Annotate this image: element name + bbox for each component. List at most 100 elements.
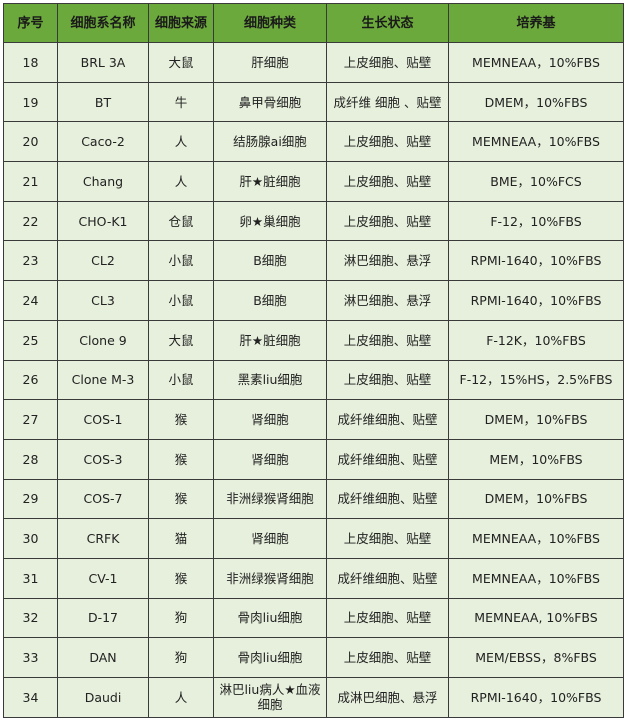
cell-cell-type: 肝★脏细胞 — [213, 161, 327, 202]
cell-growth-state: 上皮细胞、贴壁 — [326, 518, 449, 559]
cell-culture-medium: RPMI-1640，10%FBS — [448, 240, 624, 282]
table-row: 19 BT 牛鼻甲骨细胞 成纤维 细胞 、贴壁 DMEM，10%FBS — [3, 81, 624, 123]
cell-index: 26 — [3, 359, 58, 401]
cell-growth-state: 上皮细胞、贴壁 — [326, 359, 449, 401]
cell-cell-source: 人 — [148, 677, 214, 718]
cell-cell-line-name: CV-1 — [57, 557, 149, 599]
cell-index: 33 — [3, 637, 58, 678]
cell-growth-state: 上皮细胞、贴壁 — [326, 161, 449, 202]
cell-cell-source: 猴 — [148, 478, 214, 520]
cell-cell-type: 肾细胞 — [213, 518, 327, 559]
cell-cell-line-name: D-17 — [57, 597, 149, 639]
cell-index: 19 — [3, 81, 58, 123]
cell-culture-medium: F-12，15%HS，2.5%FBS — [448, 359, 624, 401]
cell-cell-source: 小鼠 — [148, 280, 214, 321]
column-header-culture-medium: 培养基 — [448, 3, 624, 43]
cell-cell-line-name: CL3 — [57, 280, 149, 321]
table-row: 24 CL3 小鼠 B细胞 淋巴细胞、悬浮 RPMI-1640，10%FBS — [3, 280, 624, 321]
cell-cell-type: 鼻甲骨细胞 — [213, 81, 327, 123]
cell-culture-medium: MEMNEAA，10%FBS — [448, 42, 624, 83]
cell-growth-state: 上皮细胞、贴壁 — [326, 121, 449, 163]
cell-growth-state: 上皮细胞、贴壁 — [326, 42, 449, 83]
cell-culture-medium: MEMNEAA，10%FBS — [448, 557, 624, 599]
cell-culture-medium: DMEM，10%FBS — [448, 81, 624, 123]
cell-culture-medium: BME，10%FCS — [448, 161, 624, 202]
cell-cell-line-name: CL2 — [57, 240, 149, 282]
table-row: 20 Caco-2 人结肠腺ai细胞 上皮细胞、贴壁 MEMNEAA，10%FBS — [3, 121, 624, 163]
cell-growth-state: 成纤维细胞、贴壁 — [326, 438, 449, 480]
cell-cell-type: B细胞 — [213, 280, 327, 321]
column-header-cell-type: 细胞种类 — [213, 3, 327, 43]
cell-culture-medium: MEM，10%FBS — [448, 438, 624, 480]
cell-index: 22 — [3, 200, 58, 242]
cell-index: 29 — [3, 478, 58, 520]
table-row: 29 COS-7 猴非洲绿猴肾细胞 成纤维细胞、贴壁 DMEM，10%FBS — [3, 478, 624, 520]
cell-cell-line-name: COS-3 — [57, 438, 149, 480]
cell-growth-state: 淋巴细胞、悬浮 — [326, 280, 449, 321]
table-row: 34 Daudi 人淋巴liu病人★血液细胞 成淋巴细胞、悬浮 RPMI-1640，10… — [3, 677, 624, 718]
cell-cell-type: 卵★巢细胞 — [213, 200, 327, 242]
cell-cell-source: 猴 — [148, 438, 214, 480]
table-row: 31 CV-1 猴非洲绿猴肾细胞 成纤维细胞、贴壁 MEMNEAA，10%FBS — [3, 557, 624, 599]
cell-growth-state: 成纤维细胞、贴壁 — [326, 557, 449, 599]
cell-cell-type: 骨肉liu细胞 — [213, 637, 327, 678]
table-row: 33 DAN 狗骨肉liu细胞 上皮细胞、贴壁 MEM/EBSS，8%FBS — [3, 637, 624, 678]
cell-index: 30 — [3, 518, 58, 559]
cell-cell-source: 人 — [148, 121, 214, 163]
cell-cell-line-name: CHO-K1 — [57, 200, 149, 242]
cell-cell-line-name: DAN — [57, 637, 149, 678]
cell-cell-source: 小鼠 — [148, 240, 214, 282]
table-row: 30 CRFK 猫肾细胞 上皮细胞、贴壁 MEMNEAA，10%FBS — [3, 518, 624, 559]
cell-cell-source: 猫 — [148, 518, 214, 559]
cell-culture-medium: F-12K，10%FBS — [448, 319, 624, 361]
cell-culture-medium: RPMI-1640，10%FBS — [448, 280, 624, 321]
table-row: 22 CHO-K1 仓鼠 卵★巢细胞 上皮细胞、贴壁 F-12，10%FBS — [3, 200, 624, 242]
cell-cell-source: 牛 — [148, 81, 214, 123]
cell-culture-medium: DMEM，10%FBS — [448, 399, 624, 440]
cell-cell-type: 非洲绿猴肾细胞 — [213, 557, 327, 599]
column-header-cell-line-name: 细胞系名称 — [57, 3, 149, 43]
cell-index: 24 — [3, 280, 58, 321]
cell-growth-state: 上皮细胞、贴壁 — [326, 319, 449, 361]
table-row: 21 Chang 人肝★脏细胞 上皮细胞、贴壁 BME，10%FCS — [3, 161, 624, 202]
cell-cell-type: 肝细胞 — [213, 42, 327, 83]
cell-cell-source: 狗 — [148, 637, 214, 678]
cell-index: 23 — [3, 240, 58, 282]
cell-cell-type: 肾细胞 — [213, 399, 327, 440]
cell-culture-medium: MEMNEAA，10%FBS — [448, 121, 624, 163]
cell-culture-medium: MEMNEAA，10%FBS — [448, 518, 624, 559]
cell-cell-source: 狗 — [148, 597, 214, 639]
cell-index: 31 — [3, 557, 58, 599]
cell-cell-source: 人 — [148, 161, 214, 202]
cell-growth-state: 成纤维细胞、贴壁 — [326, 399, 449, 440]
cell-growth-state: 上皮细胞、贴壁 — [326, 637, 449, 678]
cell-cell-line-name: Daudi — [57, 677, 149, 718]
cell-cell-type: 非洲绿猴肾细胞 — [213, 478, 327, 520]
column-header-growth-state: 生长状态 — [326, 3, 449, 43]
cell-cell-type: B细胞 — [213, 240, 327, 282]
table-row: 27 COS-1 猴肾细胞 成纤维细胞、贴壁 DMEM，10%FBS — [3, 399, 624, 440]
cell-growth-state: 上皮细胞、贴壁 — [326, 597, 449, 639]
cell-cell-type: 结肠腺ai细胞 — [213, 121, 327, 163]
cell-culture-medium: F-12，10%FBS — [448, 200, 624, 242]
cell-cell-line-name: CRFK — [57, 518, 149, 559]
cell-cell-source: 大鼠 — [148, 319, 214, 361]
cell-culture-medium: DMEM，10%FBS — [448, 478, 624, 520]
header-row: 序号 细胞系名称 细胞来源 细胞种类 生长状态 培养基 — [3, 3, 624, 43]
cell-culture-medium: RPMI-1640，10%FBS — [448, 677, 624, 718]
cell-cell-type: 肾细胞 — [213, 438, 327, 480]
table-row: 18 BRL 3A 大鼠 肝细胞 上皮细胞、贴壁 MEMNEAA，10%FBS — [3, 42, 624, 83]
cell-culture-medium: MEM/EBSS，8%FBS — [448, 637, 624, 678]
cell-cell-line-name: Clone 9 — [57, 319, 149, 361]
cell-cell-source: 大鼠 — [148, 42, 214, 83]
cell-cell-type: 黑素liu细胞 — [213, 359, 327, 401]
cell-cell-type: 肝★脏细胞 — [213, 319, 327, 361]
cell-cell-line-name: Caco-2 — [57, 121, 149, 163]
cell-cell-line-name: COS-7 — [57, 478, 149, 520]
cell-index: 27 — [3, 399, 58, 440]
cell-line-table: 序号 细胞系名称 细胞来源 细胞种类 生长状态 培养基 18 BRL 3A 大鼠 肝细胞 上皮细胞… — [3, 3, 624, 718]
table-row: 25 Clone 9 大鼠 肝★脏细胞 上皮细胞、贴壁 F-12K，10%FBS — [3, 319, 624, 361]
column-header-cell-source: 细胞来源 — [148, 3, 214, 43]
cell-cell-type: 淋巴liu病人★血液细胞 — [213, 677, 327, 718]
cell-cell-line-name: Clone M-3 — [57, 359, 149, 401]
